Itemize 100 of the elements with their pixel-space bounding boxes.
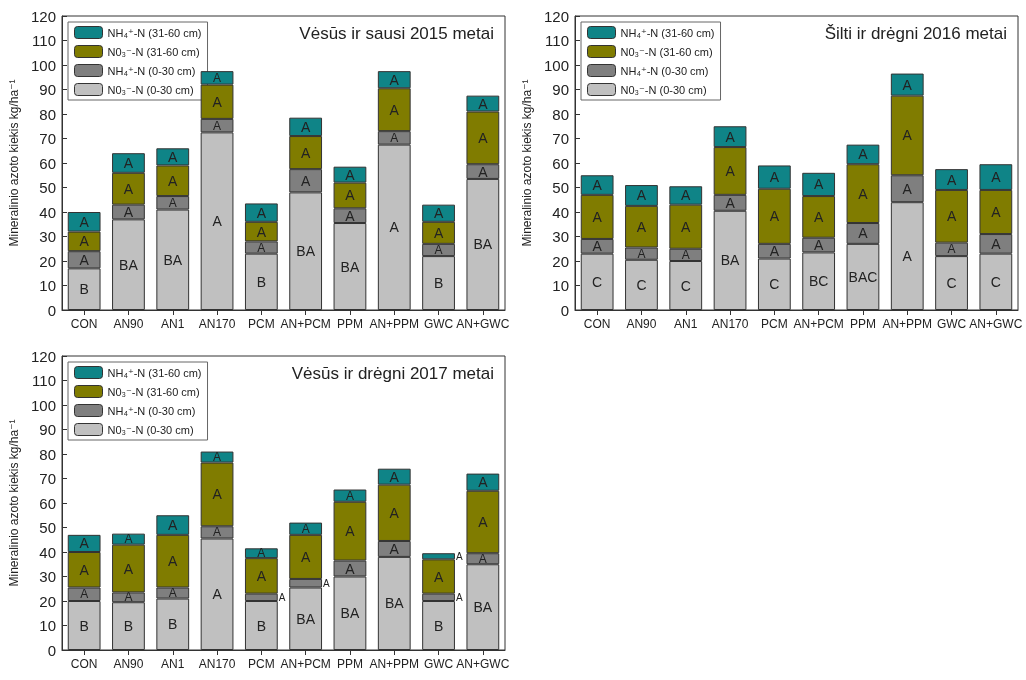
data-label: A bbox=[902, 127, 913, 144]
data-label: A bbox=[769, 208, 780, 225]
data-label: A bbox=[478, 551, 487, 566]
data-label: C bbox=[990, 273, 1001, 290]
y-tick-label: 110 bbox=[32, 32, 56, 49]
y-tick-label: 120 bbox=[543, 7, 569, 25]
data-label: A bbox=[455, 591, 463, 603]
y-tick-label: 70 bbox=[39, 470, 56, 487]
data-label: A bbox=[991, 169, 1002, 186]
y-tick-label: 80 bbox=[39, 445, 56, 463]
text: Vėsūs ir sausi 2015 metai bbox=[299, 24, 494, 43]
x-tick-label: AN+GWC bbox=[969, 317, 1023, 331]
data-label: A bbox=[434, 242, 443, 257]
data-label: A bbox=[345, 560, 356, 577]
data-label: A bbox=[681, 247, 690, 262]
x-tick-label: CON bbox=[70, 317, 98, 331]
x-tick-label: PPM bbox=[849, 317, 876, 331]
y-tick-label: 20 bbox=[39, 252, 56, 270]
data-label: A bbox=[79, 561, 90, 578]
data-label: BA bbox=[720, 252, 741, 269]
data-label: A bbox=[79, 233, 90, 250]
data-label: A bbox=[300, 548, 311, 565]
x-tick-label: GWC bbox=[423, 317, 454, 331]
data-label: A bbox=[592, 208, 603, 225]
y-tick-label: 0 bbox=[47, 641, 56, 659]
data-label: B bbox=[256, 273, 267, 290]
data-label: A bbox=[345, 207, 356, 224]
data-label: A bbox=[858, 146, 869, 163]
data-label: A bbox=[212, 93, 223, 110]
legend-label: N0₃⁻-N (31-60 cm) bbox=[107, 385, 200, 398]
data-label: C bbox=[680, 277, 691, 294]
data-label: A bbox=[636, 218, 647, 235]
x-tick-label: CON bbox=[70, 657, 98, 671]
data-label: A bbox=[858, 185, 869, 202]
y-tick-label: 80 bbox=[552, 105, 569, 123]
data-label: A bbox=[212, 213, 223, 230]
data-label: BA bbox=[473, 599, 493, 616]
legend-label: N0₃⁻-N (31-60 cm) bbox=[107, 45, 200, 58]
x-tick-label: AN+PCM bbox=[793, 317, 844, 331]
legend-label: NH₄⁺-N (31-60 cm) bbox=[620, 26, 715, 39]
data-label: A bbox=[902, 248, 913, 265]
data-label: A bbox=[455, 550, 463, 562]
data-label: A bbox=[433, 568, 444, 585]
data-label: BA bbox=[340, 605, 360, 622]
y-tick-label: 30 bbox=[552, 228, 569, 245]
data-label: B bbox=[123, 618, 134, 635]
data-label: C bbox=[769, 276, 780, 293]
data-label: BC bbox=[808, 273, 829, 290]
data-label: A bbox=[389, 540, 400, 557]
data-label: A bbox=[278, 591, 286, 603]
data-label: A bbox=[478, 95, 489, 112]
y-tick-label: 70 bbox=[39, 130, 56, 147]
data-label: B bbox=[79, 281, 89, 298]
y-tick-label: 10 bbox=[39, 617, 56, 634]
data-label: A bbox=[124, 590, 133, 605]
data-label: A bbox=[681, 187, 692, 204]
y-tick-label: 10 bbox=[39, 277, 56, 294]
data-label: B bbox=[433, 275, 444, 292]
data-label: A bbox=[478, 163, 489, 180]
x-tick-label: AN+PPM bbox=[369, 657, 420, 671]
data-label: A bbox=[725, 162, 736, 179]
data-label: A bbox=[257, 240, 266, 255]
y-tick-label: 70 bbox=[552, 130, 569, 147]
legend-label: NH₄⁺-N (0-30 cm) bbox=[107, 64, 196, 77]
data-label: BA bbox=[163, 251, 183, 268]
x-tick-label: AN1 bbox=[161, 317, 185, 331]
data-label: A bbox=[300, 144, 311, 161]
data-label: A bbox=[168, 195, 177, 210]
y-tick-label: 40 bbox=[552, 203, 569, 221]
data-label: A bbox=[637, 246, 646, 261]
x-tick-label: PPM bbox=[336, 317, 363, 331]
x-tick-label: AN+GWC bbox=[456, 657, 510, 671]
x-tick-label: AN+PPM bbox=[369, 317, 420, 331]
y-tick-label: 60 bbox=[39, 494, 56, 512]
data-label: A bbox=[123, 155, 134, 171]
legend-label: NH₄⁺-N (31-60 cm) bbox=[107, 26, 202, 39]
text: Vėsūs ir drėgni 2017 metai bbox=[291, 364, 495, 383]
data-label: A bbox=[212, 586, 223, 603]
y-tick-label: 110 bbox=[545, 32, 569, 49]
data-label: A bbox=[636, 187, 647, 204]
data-label: A bbox=[323, 577, 331, 589]
x-tick-label: AN90 bbox=[626, 317, 657, 331]
data-label: A bbox=[168, 172, 179, 189]
y-tick-label: 50 bbox=[552, 179, 569, 196]
data-label: A bbox=[300, 118, 311, 135]
data-label: B bbox=[433, 617, 444, 634]
y-tick-label: 30 bbox=[39, 228, 56, 245]
data-label: BA bbox=[296, 610, 316, 627]
data-label: BA bbox=[296, 243, 316, 260]
y-tick-label: 90 bbox=[39, 421, 56, 438]
data-label: A bbox=[390, 130, 399, 145]
y-tick-label: 60 bbox=[552, 154, 569, 172]
y-axis-title: Mineralinio azoto kiekis kg/ha⁻¹ bbox=[520, 79, 535, 247]
data-label: A bbox=[345, 166, 356, 183]
data-label: C bbox=[592, 273, 603, 290]
data-label: A bbox=[592, 177, 603, 194]
y-tick-label: 40 bbox=[39, 203, 56, 221]
data-label: A bbox=[123, 180, 134, 197]
y-tick-label: 50 bbox=[39, 519, 56, 536]
data-label: A bbox=[433, 205, 444, 222]
